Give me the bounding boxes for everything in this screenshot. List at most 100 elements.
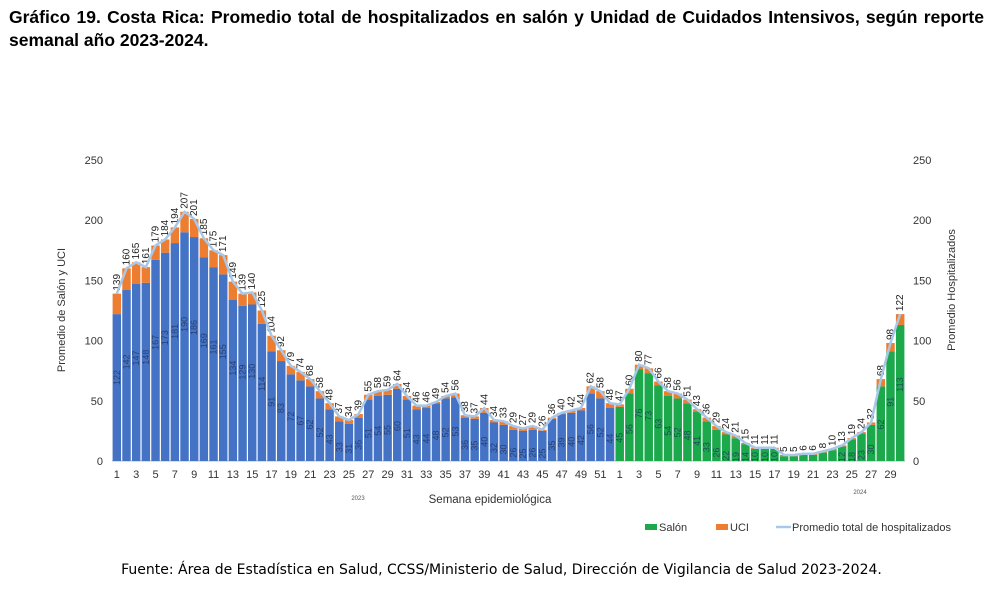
uci-bar (315, 391, 325, 399)
salon-bar (886, 351, 895, 461)
salon-data-label: 56 (586, 424, 596, 434)
salon-data-label: 41 (692, 436, 702, 446)
salon-bar (663, 395, 673, 461)
uci-bar (712, 426, 721, 430)
total-data-label: 66 (653, 367, 664, 379)
salon-bar (238, 305, 247, 461)
total-data-label: 55 (363, 380, 374, 392)
salon-bar (412, 409, 421, 461)
salon-data-label: 83 (276, 403, 286, 413)
total-data-label: 184 (160, 219, 171, 236)
uci-bar (218, 255, 228, 275)
total-data-label: 58 (373, 377, 384, 389)
salon-bar (489, 422, 499, 461)
salon-data-label: 54 (373, 426, 383, 436)
total-data-label: 179 (151, 225, 162, 242)
total-data-label: 175 (209, 230, 220, 247)
salon-data-label: 62 (305, 419, 315, 429)
salon-data-label: 63 (653, 419, 663, 429)
salon-data-label: 67 (296, 416, 306, 426)
total-data-label: 46 (421, 391, 432, 403)
x-tick-label: 9 (694, 469, 700, 481)
legend-swatch-salon (645, 524, 657, 530)
uci-bar (644, 368, 653, 374)
salon-data-label: 44 (421, 434, 431, 444)
salon-bar (112, 314, 122, 461)
salon-data-label: 35 (547, 441, 557, 451)
total-data-label: 60 (624, 374, 635, 386)
total-data-label: 46 (412, 391, 423, 403)
x-tick-label: 47 (556, 469, 568, 481)
x-tick-label: 13 (227, 469, 239, 481)
salon-data-label: 142 (122, 354, 132, 369)
y2-tick-label: 0 (913, 456, 919, 468)
salon-data-label: 48 (431, 430, 441, 440)
salon-bar (383, 394, 392, 461)
y-tick-label: 100 (85, 336, 103, 348)
salon-bar (277, 361, 286, 461)
total-data-label: 58 (595, 377, 606, 389)
salon-data-label: 52 (673, 427, 683, 437)
salon-data-label: 91 (885, 397, 895, 407)
y-tick-label: 200 (85, 215, 103, 227)
salon-bar (354, 417, 363, 461)
total-data-label: 5 (779, 446, 790, 452)
total-data-label: 48 (325, 389, 336, 401)
x-tick-label: 3 (133, 469, 139, 481)
total-data-label: 64 (392, 369, 403, 381)
uci-bar (528, 426, 537, 430)
x-tick-label: 19 (285, 469, 297, 481)
salon-bar (750, 448, 760, 461)
total-data-label: 51 (682, 385, 693, 397)
uci-bar (189, 218, 199, 238)
x-tick-label: 9 (191, 469, 197, 481)
salon-bar (296, 380, 305, 461)
salon-bar (770, 448, 779, 461)
salon-bar (218, 274, 228, 461)
year-label-2023: 2023 (351, 496, 365, 502)
x-tick-label: 15 (749, 469, 761, 481)
x-tick-label: 23 (323, 469, 335, 481)
salon-data-label: 19 (731, 452, 741, 462)
salon-data-label: 40 (479, 437, 489, 447)
y-tick-label: 150 (85, 275, 103, 287)
x-tick-label: 21 (304, 469, 316, 481)
total-data-label: 49 (431, 387, 442, 399)
total-data-label: 207 (180, 192, 191, 209)
total-data-label: 36 (547, 403, 558, 415)
total-data-label: 8 (818, 442, 829, 448)
total-data-label: 59 (383, 375, 394, 387)
total-data-label: 62 (586, 372, 597, 384)
total-data-label: 201 (189, 199, 200, 216)
uci-bar (480, 408, 489, 413)
uci-bar (286, 365, 296, 375)
total-data-label: 32 (866, 408, 877, 420)
salon-bar (509, 429, 518, 461)
salon-bar (199, 257, 209, 461)
salon-data-label: 52 (595, 427, 605, 437)
x-tick-label: 7 (172, 469, 178, 481)
total-data-label: 165 (131, 242, 142, 259)
total-data-label: 194 (170, 207, 181, 224)
uci-bar (586, 386, 595, 394)
uci-bar (277, 350, 286, 362)
total-data-label: 10 (827, 434, 838, 446)
total-line (115, 209, 902, 457)
salon-data-label: 114 (257, 377, 267, 391)
salon-data-label: 39 (557, 437, 567, 447)
total-data-label: 48 (605, 389, 616, 401)
uci-bar (325, 403, 334, 410)
y2-tick-label: 50 (913, 396, 925, 408)
salon-data-label: 51 (363, 428, 373, 438)
salon-bar (866, 424, 876, 461)
total-data-label: 104 (267, 316, 278, 333)
salon-data-label: 76 (634, 409, 644, 419)
salon-bar (528, 429, 537, 461)
salon-bar (547, 418, 557, 461)
uci-bar (344, 420, 354, 424)
total-data-label: 11 (769, 434, 780, 445)
salon-bar (344, 423, 354, 461)
total-data-label: 6 (808, 445, 819, 451)
salon-bar (654, 385, 663, 461)
salon-bar (557, 414, 566, 461)
